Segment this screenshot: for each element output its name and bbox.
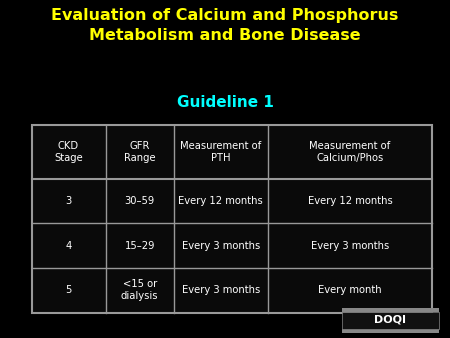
Text: 3: 3 — [65, 196, 72, 206]
Text: Every 3 months: Every 3 months — [182, 285, 260, 295]
Text: Every 3 months: Every 3 months — [182, 241, 260, 250]
Bar — [32, 125, 432, 313]
Text: 30–59: 30–59 — [125, 196, 155, 206]
Text: Every 12 months: Every 12 months — [307, 196, 392, 206]
Text: 5: 5 — [65, 285, 72, 295]
Text: CKD
Stage: CKD Stage — [54, 141, 83, 163]
Text: Evaluation of Calcium and Phosphorus
Metabolism and Bone Disease: Evaluation of Calcium and Phosphorus Met… — [51, 8, 399, 43]
Bar — [342, 329, 439, 333]
Text: Every 3 months: Every 3 months — [311, 241, 389, 250]
Text: Every month: Every month — [318, 285, 382, 295]
Text: Guideline 1: Guideline 1 — [176, 95, 274, 110]
Text: GFR
Range: GFR Range — [124, 141, 155, 163]
Text: DOQI: DOQI — [374, 314, 406, 324]
Text: 15–29: 15–29 — [124, 241, 155, 250]
Bar — [342, 308, 439, 312]
Text: <15 or
dialysis: <15 or dialysis — [121, 279, 158, 301]
Text: Measurement of
PTH: Measurement of PTH — [180, 141, 261, 163]
Text: Every 12 months: Every 12 months — [178, 196, 263, 206]
Text: Measurement of
Calcium/Phos: Measurement of Calcium/Phos — [309, 141, 391, 163]
Text: 4: 4 — [65, 241, 72, 250]
Bar — [342, 312, 439, 329]
